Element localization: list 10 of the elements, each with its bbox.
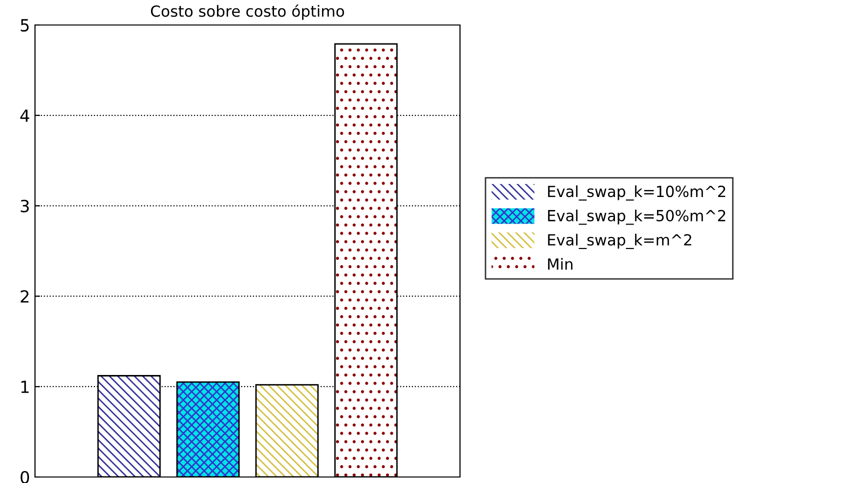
legend-label: Eval_swap_k=10%m^2 (548, 185, 726, 201)
y-tick-label: 1 (21, 380, 29, 393)
legend-label: Min (548, 258, 572, 270)
legend-label: Eval_swap_k=m^2 (548, 234, 692, 250)
y-tick-label: 3 (20, 200, 29, 212)
y-tick-label: 5 (20, 19, 29, 32)
chart-title: Costo sobre costo óptimo (150, 4, 344, 20)
legend-label: Eval_swap_k=50%m^2 (548, 210, 726, 225)
y-tick-label: 2 (20, 290, 28, 303)
y-tick-label: 4 (20, 110, 30, 122)
